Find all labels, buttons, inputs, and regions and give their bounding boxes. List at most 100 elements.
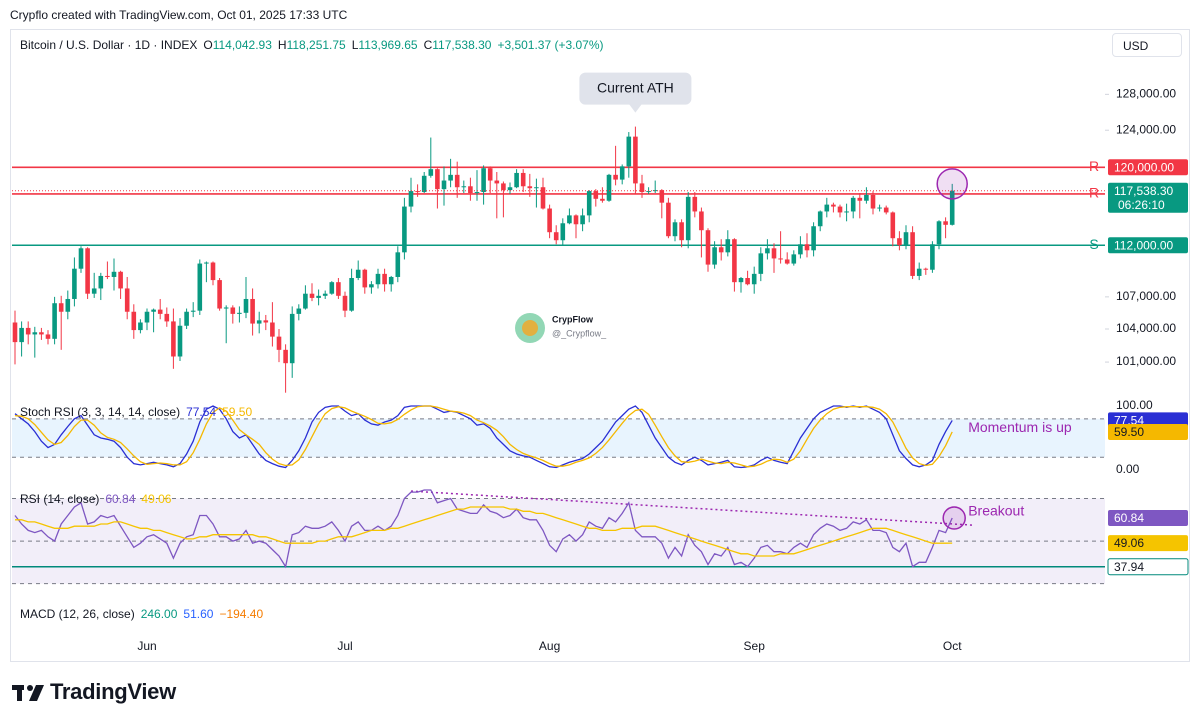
candle-body (890, 212, 896, 239)
ohlc-item: C117,538.30 (424, 38, 492, 52)
candle-body (883, 207, 889, 213)
ohlc-item: O114,042.93 (203, 38, 272, 52)
candle-body (52, 303, 57, 339)
currency-button[interactable]: USD (1112, 33, 1182, 57)
candle-body (243, 298, 249, 313)
watermark-avatar-inner (522, 320, 538, 336)
candle-body (408, 191, 414, 207)
x-tick-label: Oct (943, 639, 962, 653)
candle-body (646, 191, 651, 193)
indicator-value: 59.50 (222, 405, 253, 419)
change: +3,501.37 (+3.07%) (497, 38, 604, 52)
countdown: 06:26:10 (1118, 198, 1165, 212)
level-value-label: 120,000.00 (1114, 160, 1174, 174)
candle-body (72, 268, 77, 299)
candle-body (19, 327, 24, 343)
candle-body (329, 282, 335, 294)
candle-body (639, 183, 645, 193)
indicator-legend: Stoch RSI (3, 3, 14, 14, close) 77.54 59.5… (20, 405, 252, 419)
indicator-value-label-box (1108, 535, 1188, 552)
candle-body (388, 276, 394, 285)
candle-body (837, 206, 843, 213)
x-tick-label: Aug (539, 639, 560, 653)
indicator-value: 51.60 (183, 607, 214, 621)
candle-body (527, 186, 533, 189)
candle-body (600, 198, 605, 201)
indicator-title: Stoch RSI (3, 3, 14, 14, close) (20, 405, 181, 419)
candle-body (39, 332, 44, 335)
indicator-annotation: Momentum is up (968, 419, 1072, 435)
band-fill (12, 418, 1105, 458)
footer-logo (12, 685, 44, 701)
candle-body (45, 334, 51, 339)
candle-body (916, 268, 922, 276)
x-tick-label: Jul (337, 639, 352, 653)
candle-body (230, 307, 236, 314)
candle-body (118, 271, 123, 289)
ohlc-item: H118,251.75 (278, 38, 346, 52)
candle-body (804, 244, 810, 251)
candle-body (652, 190, 658, 192)
candle-body (751, 273, 757, 285)
candle-body (382, 273, 387, 285)
candle-body (685, 196, 691, 241)
candle-body (626, 136, 632, 167)
candle-body (435, 169, 440, 190)
level-tag: S (1089, 236, 1098, 252)
ohlc-value: 118,251.75 (286, 38, 346, 52)
candle-body (415, 191, 420, 193)
candle-body (619, 166, 625, 180)
candle-body (98, 275, 104, 289)
ohlc-key: L (351, 38, 359, 52)
symbol: Bitcoin / U.S. Dollar · 1D · INDEX (20, 38, 198, 52)
candle-body (487, 168, 493, 181)
indicator-value-label: 60.84 (1114, 511, 1144, 525)
last-price-label: 117,538.30 (1114, 184, 1173, 198)
candle-body (197, 263, 203, 311)
candle-body (276, 336, 282, 350)
level-value-label-box (1108, 159, 1188, 176)
candle-body (745, 278, 750, 285)
candle-body (778, 258, 783, 260)
indicator-legend: MACD (12, 26, close) 246.00 51.60 −194.40 (20, 607, 263, 621)
candle-body (91, 288, 97, 294)
candle-body (138, 322, 143, 331)
candle-body (567, 215, 572, 224)
candle-body (593, 191, 599, 199)
candle-body (375, 273, 381, 285)
candle-body (316, 295, 321, 298)
candle-body (362, 269, 368, 288)
candle-body (85, 248, 90, 294)
candle-body (58, 303, 64, 312)
candle-body (857, 197, 863, 201)
candle-body (679, 222, 684, 241)
candle-body (659, 190, 665, 203)
candle-body (824, 204, 830, 212)
candle-body (897, 238, 902, 246)
x-tick-label: Sep (744, 639, 766, 653)
ohlc-value: 113,969.65 (358, 38, 418, 52)
candle-body (692, 196, 698, 212)
candle-body (32, 332, 38, 335)
level-value-label: 112,000.00 (1114, 238, 1173, 252)
candle-body (943, 221, 948, 225)
indicator-value: 246.00 (140, 607, 178, 621)
candle-body (903, 232, 909, 246)
candle-body (421, 175, 427, 193)
hline-label-box (1107, 558, 1189, 576)
level-value-label-box (1108, 237, 1188, 254)
candle-body (784, 259, 790, 264)
candle-body (342, 295, 348, 311)
candle-body (791, 254, 797, 264)
candle-body (468, 186, 473, 194)
candle-body (580, 215, 585, 225)
candle-body (428, 169, 434, 176)
candle-body (811, 226, 816, 251)
ohlc-key: H (277, 38, 287, 52)
chart-frame (10, 29, 1190, 662)
indicator-annotation: Breakout (968, 503, 1024, 519)
y-tick-label: 0.00 (1116, 462, 1140, 476)
candle-body (157, 309, 163, 314)
candle-body (877, 207, 882, 209)
